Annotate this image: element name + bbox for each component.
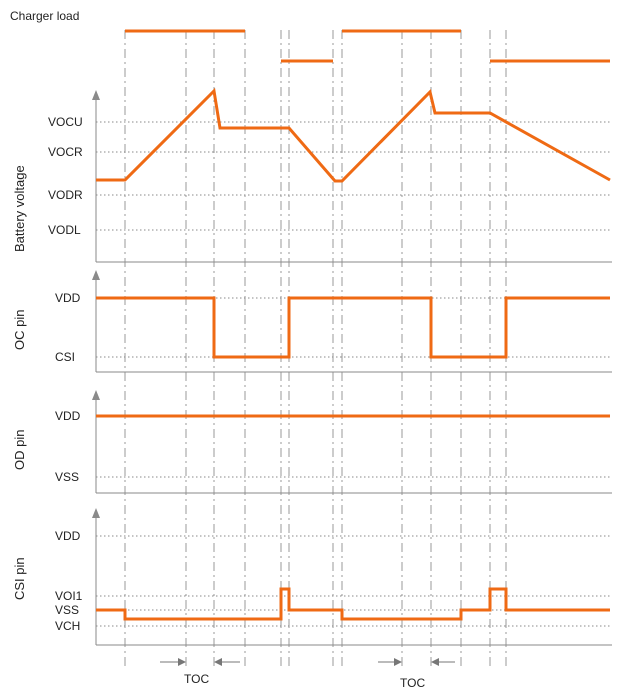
oc-csi-level: CSI	[55, 350, 75, 364]
toc-indicator-2: TOC	[378, 658, 455, 690]
csi-pin-panel: VDD VOI1 VSS VCH CSI pin	[12, 508, 612, 646]
vodl-level: VODL	[48, 223, 81, 237]
oc-pin-signal	[96, 296, 610, 359]
oc-vdd-level: VDD	[55, 291, 81, 305]
charger-load-signal	[125, 29, 610, 63]
oc-pin-panel: VDD CSI OC pin	[12, 270, 612, 373]
od-pin-panel: VDD VSS OD pin	[12, 390, 612, 494]
od-pin-title: OD pin	[12, 430, 27, 470]
csi-pin-signal	[96, 587, 610, 621]
time-markers	[124, 30, 507, 668]
vodr-level: VODR	[48, 188, 83, 202]
battery-voltage-title: Battery voltage	[12, 165, 27, 252]
csi-vch-level: VCH	[55, 619, 80, 633]
od-vdd-level: VDD	[55, 409, 81, 423]
battery-voltage-signal	[96, 87, 611, 183]
toc-indicator-1: TOC	[160, 658, 240, 686]
charger-load-label: Charger load	[10, 9, 79, 23]
oc-pin-title: OC pin	[12, 310, 27, 350]
toc-label-2: TOC	[400, 676, 425, 690]
csi-vdd-level: VDD	[55, 529, 81, 543]
csi-pin-title: CSI pin	[12, 557, 27, 600]
battery-voltage-panel: VOCU VOCR VODR VODL Battery voltage	[12, 87, 612, 263]
toc-label-1: TOC	[184, 672, 209, 686]
csi-voi1-level: VOI1	[55, 589, 83, 603]
vocu-level: VOCU	[48, 115, 83, 129]
od-vss-level: VSS	[55, 470, 79, 484]
csi-vss-level: VSS	[55, 603, 79, 617]
vocr-level: VOCR	[48, 145, 83, 159]
